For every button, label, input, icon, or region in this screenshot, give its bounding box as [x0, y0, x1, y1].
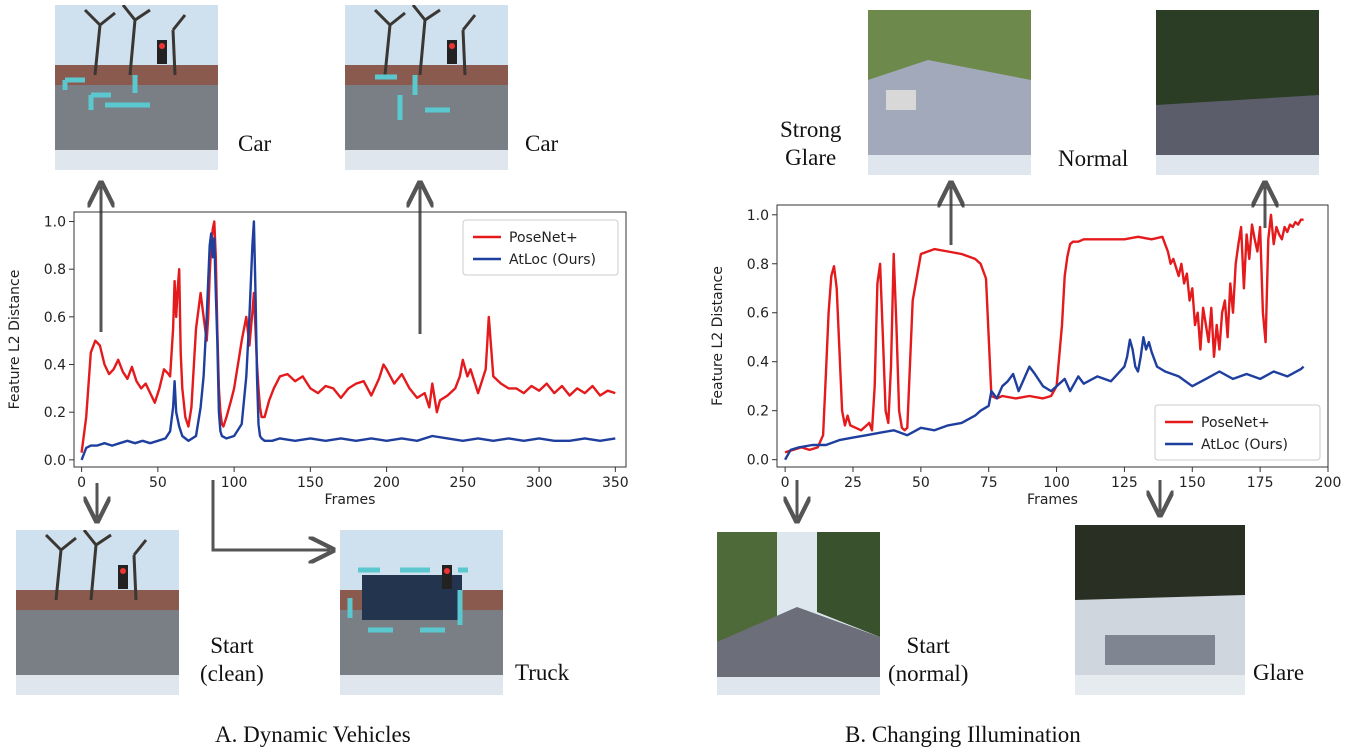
x-tick-label: 100: [221, 475, 248, 491]
caption-b: B. Changing Illumination: [845, 722, 1081, 747]
photo-car-2: [345, 5, 508, 170]
x-tick-label: 50: [149, 475, 167, 491]
x-tick-label: 250: [449, 475, 476, 491]
x-tick-label: 0: [781, 475, 790, 491]
x-tick-label: 300: [526, 475, 553, 491]
x-tick-label: 150: [1179, 475, 1206, 491]
x-axis-label: Frames: [1027, 492, 1078, 508]
y-tick-label: 1.0: [44, 215, 66, 231]
y-tick-label: 0.0: [44, 453, 66, 469]
x-tick-label: 200: [373, 475, 400, 491]
photo-strong-glare: [868, 10, 1031, 175]
plot-frame: [776, 204, 1329, 468]
legend-label: AtLoc (Ours): [1201, 437, 1288, 453]
label-strong-glare: Strong Glare: [780, 117, 842, 170]
label-start-normal: Start (normal): [888, 633, 969, 686]
legend: PoseNet+ AtLoc (Ours): [462, 219, 619, 276]
y-tick-label: 0.4: [747, 355, 769, 371]
x-tick-label: 0: [77, 475, 86, 491]
y-tick-label: 0.8: [747, 257, 769, 273]
y-axis-label: Feature L2 Distance: [710, 266, 726, 406]
legend-box: [1154, 404, 1321, 461]
x-tick-label: 75: [980, 475, 998, 491]
y-tick-label: 1.0: [747, 208, 769, 224]
label-car-1: Car: [238, 131, 272, 156]
x-tick-label: 100: [1043, 475, 1070, 491]
x-tick-label: 50: [912, 475, 930, 491]
legend-box: [462, 219, 619, 276]
y-tick-label: 0.6: [747, 306, 769, 322]
x-tick-label: 350: [602, 475, 629, 491]
x-tick-label: 200: [1315, 475, 1342, 491]
photo-glare: [1075, 525, 1245, 695]
label-start-clean: Start (clean): [200, 633, 264, 686]
x-tick-label: 125: [1111, 475, 1138, 491]
photo-normal: [1156, 10, 1319, 175]
arrow-to-truck: [211, 480, 330, 550]
legend-label: PoseNet+: [509, 230, 578, 246]
y-tick-label: 0.4: [44, 358, 66, 374]
photo-car-1: [55, 5, 218, 170]
caption-a: A. Dynamic Vehicles: [215, 722, 411, 747]
y-tick-label: 0.2: [44, 405, 66, 421]
legend-label: PoseNet+: [1201, 415, 1270, 431]
y-tick-label: 0.6: [44, 310, 66, 326]
chart-a: 0 50 100 150 200 250 300 350 0.0 0.2 0.4 0.6 0.8 1.0 F…: [7, 211, 629, 508]
y-tick-label: 0.8: [44, 262, 66, 278]
x-axis-label: Frames: [325, 492, 376, 508]
series-line-posenet: [784, 213, 1304, 454]
chart-b: 0 25 50 75 100 125 150 175 200 0.0 0.2 0.4 0.6 0.8 1.0…: [710, 204, 1342, 508]
x-tick-label: 175: [1247, 475, 1274, 491]
series-line-atloc: [784, 336, 1305, 461]
label-truck: Truck: [515, 660, 570, 685]
y-tick-label: 0.0: [747, 453, 769, 469]
label-glare: Glare: [1253, 660, 1305, 685]
y-axis-label: Feature L2 Distance: [7, 270, 23, 410]
photo-truck: [340, 530, 503, 695]
legend-label: AtLoc (Ours): [509, 252, 596, 268]
plot-frame: [73, 211, 627, 468]
x-tick-label: 25: [844, 475, 862, 491]
label-normal: Normal: [1058, 146, 1129, 171]
series-line-atloc: [80, 220, 616, 461]
legend: PoseNet+ AtLoc (Ours): [1154, 404, 1321, 461]
photo-start-clean: [16, 530, 179, 695]
y-tick-label: 0.2: [747, 404, 769, 420]
photo-start-normal: [717, 532, 880, 695]
x-tick-label: 150: [297, 475, 324, 491]
label-car-2: Car: [525, 131, 559, 156]
